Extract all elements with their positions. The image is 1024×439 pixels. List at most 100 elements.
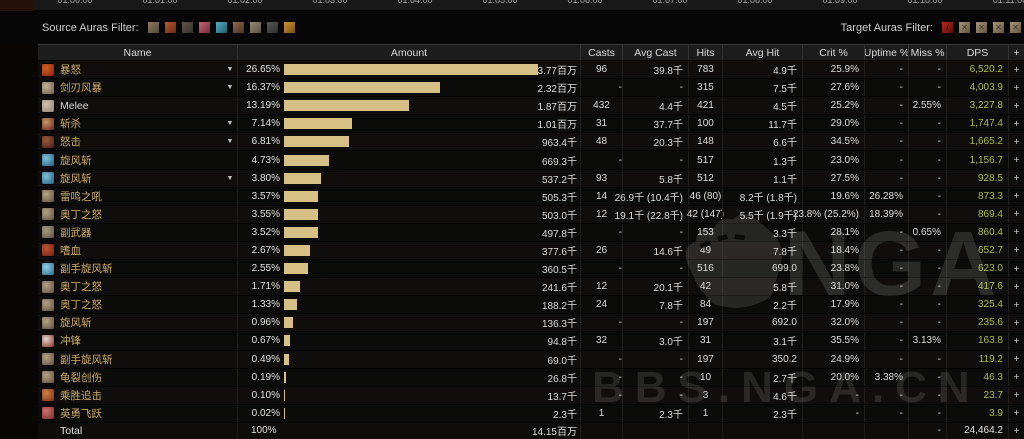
expand-row-button[interactable]: +: [1008, 241, 1024, 260]
table-row[interactable]: 奥丁之怒 ▼ 1.71% 241.6千 12 20.1千 42 5.8千 31.…: [38, 278, 1024, 297]
expand-row-button[interactable]: +: [1008, 350, 1024, 368]
avg-cast-cell: 19.1千 (22.8千): [615, 205, 688, 223]
ability-name-cell[interactable]: 副手旋风斩 ▼: [38, 351, 237, 368]
column-header-name[interactable]: Name: [123, 46, 152, 59]
expand-row-button[interactable]: +: [1008, 386, 1024, 404]
ability-name-cell[interactable]: 暴怒 ▼: [38, 61, 237, 78]
avg-hit-cell: 4.5千: [722, 97, 802, 115]
expand-row-button[interactable]: +: [1008, 368, 1024, 386]
table-row[interactable]: 暴怒 ▼ 26.65% 3.77百万 96 39.8千 783 4.9千 25.…: [38, 61, 1024, 80]
ability-name-cell[interactable]: 奥丁之怒 ▼: [38, 206, 237, 223]
column-header-avg-hit[interactable]: Avg Hit: [722, 45, 802, 60]
aura-filter-icon-3[interactable]: [180, 21, 194, 34]
expand-row-button[interactable]: +: [1008, 278, 1024, 296]
table-row[interactable]: 龟裂创伤 ▼ 0.19% 26.8千 - - 10 2.7千 20.0% 3.3…: [38, 368, 1024, 387]
table-row[interactable]: 副手旋风斩 ▼ 2.55% 360.5千 - - 516 699.0 23.8%…: [38, 260, 1024, 279]
table-row[interactable]: 剑刃风暴 ▼ 16.37% 2.32百万 - - 315 7.5千 27.6% …: [38, 79, 1024, 98]
target-aura-filter-icon-4[interactable]: ✕: [992, 21, 1005, 34]
table-row[interactable]: 副武器 ▼ 3.52% 497.8千 - - 153 3.3千 28.1% - …: [38, 223, 1024, 242]
expand-row-button[interactable]: +: [1008, 133, 1024, 151]
ability-name-cell[interactable]: 奥丁之怒 ▼: [38, 278, 237, 295]
expand-row-button[interactable]: +: [1008, 61, 1024, 79]
amount-bar: [284, 317, 294, 329]
ability-name-cell[interactable]: 龟裂创伤 ▼: [38, 369, 237, 386]
table-row[interactable]: 斩杀 ▼ 7.14% 1.01百万 31 37.7千 100 11.7千 29.…: [38, 115, 1024, 134]
ability-name-cell[interactable]: 旋风斩 ▼: [38, 314, 237, 331]
expand-row-button[interactable]: +: [1008, 115, 1024, 133]
expand-row-button[interactable]: +: [1008, 332, 1024, 350]
ability-name-cell[interactable]: Total ▼: [38, 423, 237, 439]
table-row[interactable]: 奥丁之怒 ▼ 1.33% 188.2千 24 7.8千 84 2.2千 17.9…: [38, 296, 1024, 315]
amount-bar: [284, 263, 309, 275]
column-header-avg-cast[interactable]: Avg Cast: [622, 45, 688, 60]
total-row[interactable]: Total ▼ 100% 14.15百万 - 24,464.2 +: [38, 422, 1024, 439]
expand-row-button[interactable]: +: [1008, 169, 1024, 187]
expand-row-button[interactable]: +: [1008, 187, 1024, 205]
target-aura-filter-icon-1[interactable]: /: [941, 21, 954, 34]
ability-name-cell[interactable]: 剑刃风暴 ▼: [38, 79, 237, 96]
target-aura-filter-icon-3[interactable]: ✕: [975, 21, 988, 34]
ability-name-cell[interactable]: 副武器 ▼: [38, 224, 237, 241]
aura-filter-icon-7[interactable]: [248, 21, 262, 34]
expand-row-button[interactable]: +: [1008, 296, 1024, 314]
ability-name-cell[interactable]: 怒击 ▼: [38, 133, 237, 150]
table-row[interactable]: Melee ▼ 13.19% 1.87百万 432 4.4千 421 4.5千 …: [38, 97, 1024, 116]
expand-row-button[interactable]: +: [1008, 223, 1024, 241]
ability-name: Melee: [60, 99, 89, 112]
ability-name-cell[interactable]: 英勇飞跃 ▼: [38, 405, 237, 422]
table-row[interactable]: 奥丁之怒 ▼ 3.55% 503.0千 12 19.1千 (22.8千) 42 …: [38, 205, 1024, 224]
expand-row-button[interactable]: +: [1008, 260, 1024, 278]
column-header-plus[interactable]: +: [1008, 45, 1024, 60]
dropdown-caret-icon[interactable]: ▼: [226, 120, 234, 128]
ability-name-cell[interactable]: 雷鸣之吼 ▼: [38, 188, 237, 205]
ability-name-cell[interactable]: 冲锋 ▼: [38, 332, 237, 349]
aura-filter-icon-5[interactable]: [214, 21, 228, 34]
table-row[interactable]: 副手旋风斩 ▼ 0.49% 69.0千 - - 197 350.2 24.9% …: [38, 350, 1024, 369]
target-aura-filter-icon-5[interactable]: ✕: [1009, 21, 1022, 34]
aura-filter-icon-1[interactable]: [146, 21, 160, 34]
table-row[interactable]: 旋风斩 ▼ 3.80% 537.2千 93 5.8千 512 1.1千 27.5…: [38, 169, 1024, 188]
column-header-uptime-pct[interactable]: Uptime %: [864, 45, 908, 60]
column-header-dps[interactable]: DPS: [946, 45, 1008, 60]
table-row[interactable]: 乘胜追击 ▼ 0.10% 13.7千 - - 3 4.6千 - - - 23.7…: [38, 386, 1024, 405]
table-row[interactable]: 旋风斩 ▼ 4.73% 669.3千 - - 517 1.3千 23.0% - …: [38, 151, 1024, 170]
source-aura-icons: [146, 21, 296, 34]
ability-name-cell[interactable]: 旋风斩 ▼: [38, 170, 237, 187]
dropdown-caret-icon[interactable]: ▼: [226, 84, 234, 92]
column-header-casts[interactable]: Casts: [580, 45, 622, 60]
expand-row-button[interactable]: +: [1008, 404, 1024, 422]
expand-row-button[interactable]: +: [1008, 79, 1024, 97]
column-header-miss-pct[interactable]: Miss %: [908, 45, 946, 60]
table-row[interactable]: 雷鸣之吼 ▼ 3.57% 505.3千 14 26.9千 (10.4千) 46 …: [38, 187, 1024, 206]
ability-name-cell[interactable]: Melee ▼: [38, 97, 237, 114]
dropdown-caret-icon[interactable]: ▼: [226, 66, 234, 74]
aura-filter-icon-2[interactable]: [163, 21, 177, 34]
expand-row-button[interactable]: +: [1008, 205, 1024, 223]
table-row[interactable]: 英勇飞跃 ▼ 0.02% 2.3千 1 2.3千 1 2.3千 - - - 3.…: [38, 404, 1024, 423]
column-header-hits[interactable]: Hits: [688, 45, 722, 60]
dropdown-caret-icon[interactable]: ▼: [226, 138, 234, 146]
ability-name-cell[interactable]: 奥丁之怒 ▼: [38, 296, 237, 313]
table-row[interactable]: 怒击 ▼ 6.81% 963.4千 48 20.3千 148 6.6千 34.5…: [38, 133, 1024, 152]
expand-row-button[interactable]: +: [1008, 422, 1024, 439]
aura-filter-icon-4[interactable]: [197, 21, 211, 34]
aura-filter-icon-8[interactable]: [265, 21, 279, 34]
expand-row-button[interactable]: +: [1008, 151, 1024, 169]
target-aura-filter-icon-2[interactable]: ✕: [958, 21, 971, 34]
ability-name-cell[interactable]: 嗜血 ▼: [38, 242, 237, 259]
column-header-crit-pct[interactable]: Crit %: [802, 45, 864, 60]
dps-cell: 1,665.2: [946, 133, 1008, 151]
ability-name-cell[interactable]: 斩杀 ▼: [38, 115, 237, 132]
aura-filter-icon-6[interactable]: [231, 21, 245, 34]
expand-row-button[interactable]: +: [1008, 97, 1024, 115]
table-row[interactable]: 冲锋 ▼ 0.67% 94.8千 32 3.0千 31 3.1千 35.5% -…: [38, 332, 1024, 351]
expand-row-button[interactable]: +: [1008, 314, 1024, 332]
table-row[interactable]: 旋风斩 ▼ 0.96% 136.3千 - - 197 692.0 32.0% -…: [38, 314, 1024, 333]
ability-name-cell[interactable]: 副手旋风斩 ▼: [38, 260, 237, 277]
table-row[interactable]: 嗜血 ▼ 2.67% 377.6千 26 14.6千 49 7.8千 18.4%…: [38, 241, 1024, 261]
ability-name-cell[interactable]: 旋风斩 ▼: [38, 151, 237, 168]
column-header-amount[interactable]: Amount: [237, 45, 580, 60]
dropdown-caret-icon[interactable]: ▼: [226, 174, 234, 182]
ability-name-cell[interactable]: 乘胜追击 ▼: [38, 387, 237, 404]
aura-filter-icon-9[interactable]: [282, 21, 296, 34]
